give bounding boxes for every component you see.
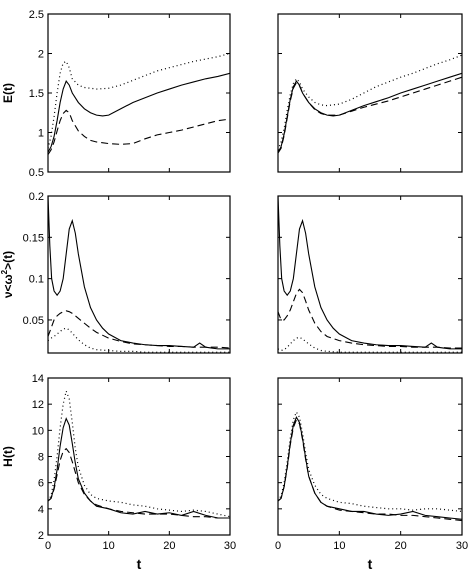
y-tick-label: 4 [38, 504, 44, 516]
axes-box [47, 13, 231, 173]
series-line-dashed [278, 76, 462, 154]
series-line-dotted [278, 54, 462, 151]
y-tick-label: 10 [32, 425, 44, 437]
x-tick-label: 10 [333, 540, 345, 552]
x-axis-label: t [368, 556, 373, 572]
y-tick-label: 0.1 [29, 274, 44, 286]
x-tick-label: 30 [224, 540, 236, 552]
series-line-dotted [48, 389, 230, 518]
x-axis-label: t [137, 556, 142, 572]
series-line-dotted [278, 410, 462, 513]
series-line-dashed [48, 310, 230, 349]
y-tick-label: 14 [32, 373, 44, 385]
series-line-solid [278, 72, 462, 153]
x-tick-label: 30 [456, 540, 468, 552]
panel-H_left: 0 10 20 30 2 4 6 8 10 12 14 t H(t) [1, 373, 236, 572]
y-tick-label: 0.15 [23, 232, 44, 244]
axes-box [47, 195, 231, 354]
series-line-dashed [278, 288, 462, 349]
series-line-dotted [48, 52, 230, 149]
panel-D_right [277, 195, 463, 354]
y-tick-label: 1.5 [29, 88, 44, 100]
y-tick-label: 2 [38, 49, 44, 61]
x-tick-label: 10 [103, 540, 115, 552]
axes-box [47, 377, 231, 536]
panel-H_right: 0 10 20 30 t [275, 377, 468, 572]
panel-E_left: 0.5 1 1.5 2 2.5 E(t) [1, 9, 231, 179]
axes-box [277, 195, 463, 354]
y-tick-label: 8 [38, 452, 44, 464]
series-line-dashed [48, 447, 230, 519]
series-line-solid [48, 417, 230, 519]
y-tick-label: 6 [38, 478, 44, 490]
series-line-solid [278, 196, 462, 350]
series-line-solid [278, 415, 462, 520]
panel-E_right [277, 13, 463, 173]
series-line-dashed [278, 418, 462, 522]
axes-box [277, 13, 463, 173]
y-axis-label: H(t) [1, 446, 15, 467]
series-line-solid [48, 196, 230, 350]
x-tick-label: 20 [163, 540, 175, 552]
y-tick-label: 0.2 [29, 191, 44, 203]
panel-D_left: 0.05 0.1 0.15 0.2 ν<ω2>(t) [0, 191, 231, 354]
series-line-dotted [48, 327, 230, 353]
y-tick-label: 0.05 [23, 315, 44, 327]
y-axis-label: ν<ω2>(t) [0, 251, 15, 298]
x-tick-label: 20 [395, 540, 407, 552]
y-tick-label: 12 [32, 399, 44, 411]
x-tick-label: 0 [275, 540, 281, 552]
x-tick-label: 0 [45, 540, 51, 552]
y-tick-label: 1 [38, 128, 44, 140]
y-tick-label: 2.5 [29, 9, 44, 21]
y-tick-label: 2 [38, 530, 44, 542]
series-line-solid [48, 72, 230, 153]
y-axis-label: E(t) [1, 83, 15, 103]
series-line-dashed [48, 109, 230, 155]
y-tick-label: 0.5 [29, 167, 44, 179]
